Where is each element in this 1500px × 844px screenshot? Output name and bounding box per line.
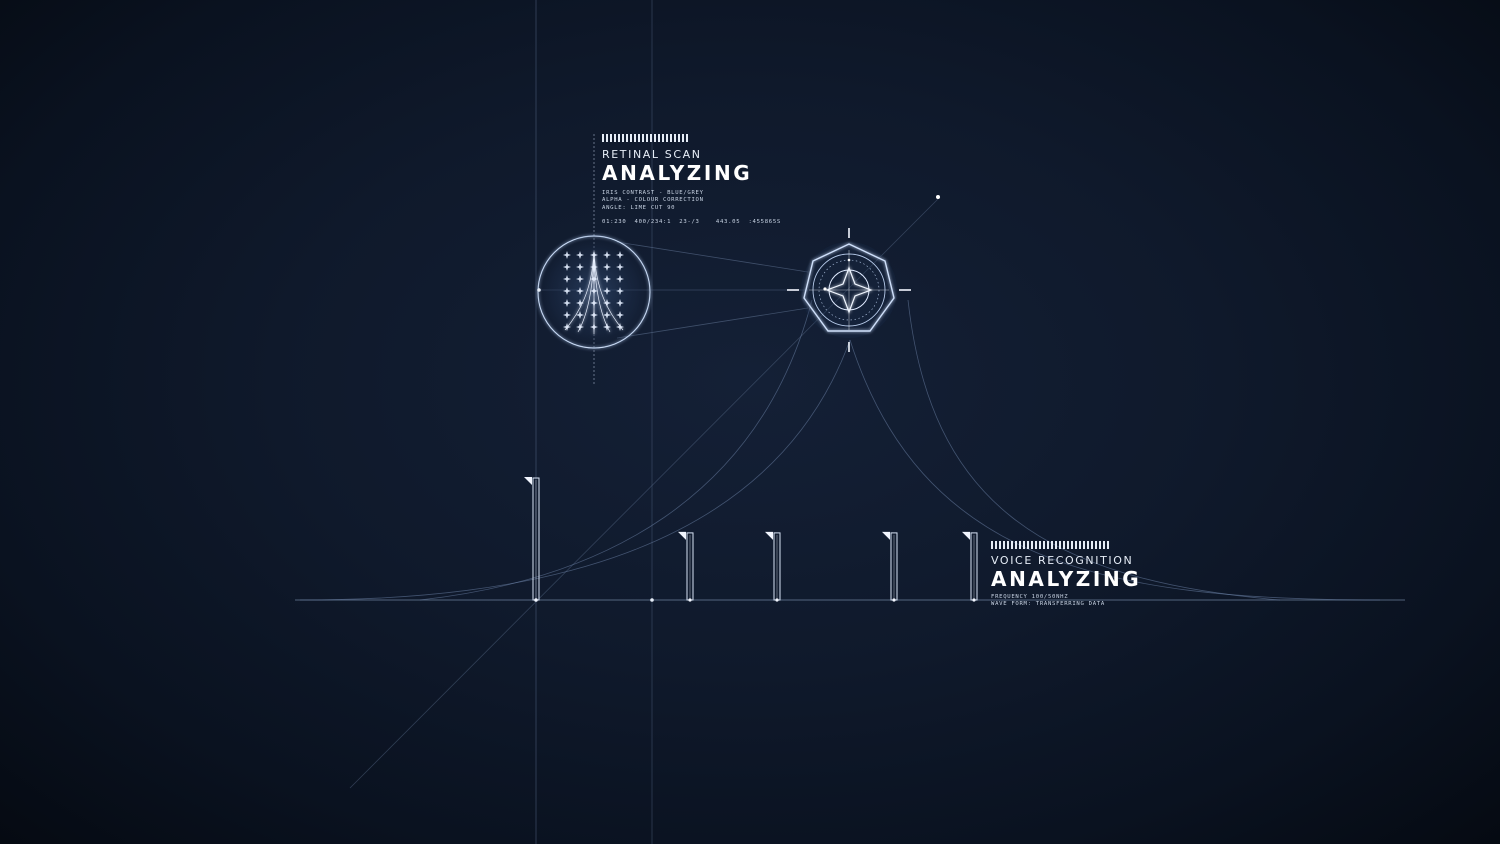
barcode-decoration xyxy=(602,134,781,142)
crosshair-icon xyxy=(787,228,911,352)
voice-level-marker xyxy=(678,531,694,602)
iris-grid-point xyxy=(576,311,584,319)
voice-detail: FREQUENCY 100/50NHZ xyxy=(991,594,1069,600)
bell-curve-outer-left xyxy=(299,339,851,601)
voice-recognition-title: VOICE RECOGNITION xyxy=(991,554,1134,567)
voice-level-marker xyxy=(882,531,898,602)
iris-grid-point xyxy=(603,287,611,295)
lens-link-top xyxy=(616,241,809,273)
target-octagon xyxy=(803,243,895,332)
iris-grid-point xyxy=(616,311,624,319)
voice-level-marker xyxy=(962,531,978,602)
iris-grid-point xyxy=(603,251,611,259)
iris-grid-point xyxy=(616,299,624,307)
iris-spike xyxy=(564,251,624,334)
bell-curves xyxy=(299,299,1381,601)
iris-grid-point xyxy=(563,287,571,295)
retinal-detail: ALPHA - COLOUR CORRECTION xyxy=(602,197,704,204)
diagonal-endpoint-dot xyxy=(936,195,940,199)
voice-level-marker xyxy=(524,477,540,602)
iris-grid-point xyxy=(576,323,584,331)
iris-grid-point xyxy=(616,323,624,331)
horizon-dot xyxy=(650,598,654,602)
iris-grid-point xyxy=(603,263,611,271)
iris-grid-point xyxy=(563,299,571,307)
iris-grid-point xyxy=(576,275,584,283)
barcode-decoration xyxy=(991,541,1141,549)
iris-grid-point xyxy=(576,299,584,307)
iris-grid-point xyxy=(616,251,624,259)
iris-grid-point xyxy=(576,287,584,295)
guide-lines xyxy=(295,0,1405,844)
bell-curve-outer-right xyxy=(849,339,1381,601)
retinal-detail: ANGLE: LIME CUT 90 xyxy=(602,204,676,211)
retinal-scan-status: ANALYZING xyxy=(602,161,753,185)
iris-grid-point xyxy=(603,275,611,283)
voice-level-markers xyxy=(524,477,978,602)
iris-scan-icon xyxy=(532,230,656,354)
iris-grid-point xyxy=(616,287,624,295)
voice-recognition-panel: VOICE RECOGNITION ANALYZING FREQUENCY 10… xyxy=(991,541,1141,609)
octagon-target-icon xyxy=(787,228,911,352)
voice-detail: WAVE FORM: TRANSFERRING DATA xyxy=(991,601,1105,608)
iris-grid-point xyxy=(616,275,624,283)
iris-grid-point xyxy=(563,275,571,283)
iris-grid-point xyxy=(576,251,584,259)
voice-recognition-status: ANALYZING xyxy=(991,567,1142,591)
retinal-readout: 01:230 400/234:1 23-/3 443.05 :455865S xyxy=(602,219,781,226)
iris-grid-point xyxy=(576,263,584,271)
iris-grid-point xyxy=(563,263,571,271)
iris-grid-point xyxy=(563,311,571,319)
iris-grid-point xyxy=(603,299,611,307)
iris-grid-point xyxy=(563,251,571,259)
iris-grid-point xyxy=(616,263,624,271)
retinal-scan-panel: RETINAL SCAN ANALYZING IRIS CONTRAST - B… xyxy=(602,134,781,227)
voice-level-marker xyxy=(765,531,781,602)
retinal-scan-title: RETINAL SCAN xyxy=(602,148,702,161)
iris-grid-point xyxy=(603,323,611,331)
lens-link-bottom xyxy=(616,307,809,339)
bell-curve-inner-right xyxy=(907,299,1281,601)
bell-curve-inner-left xyxy=(419,299,813,601)
iris-grid-point xyxy=(603,311,611,319)
retinal-detail: IRIS CONTRAST - BLUE/GREY xyxy=(602,190,704,196)
